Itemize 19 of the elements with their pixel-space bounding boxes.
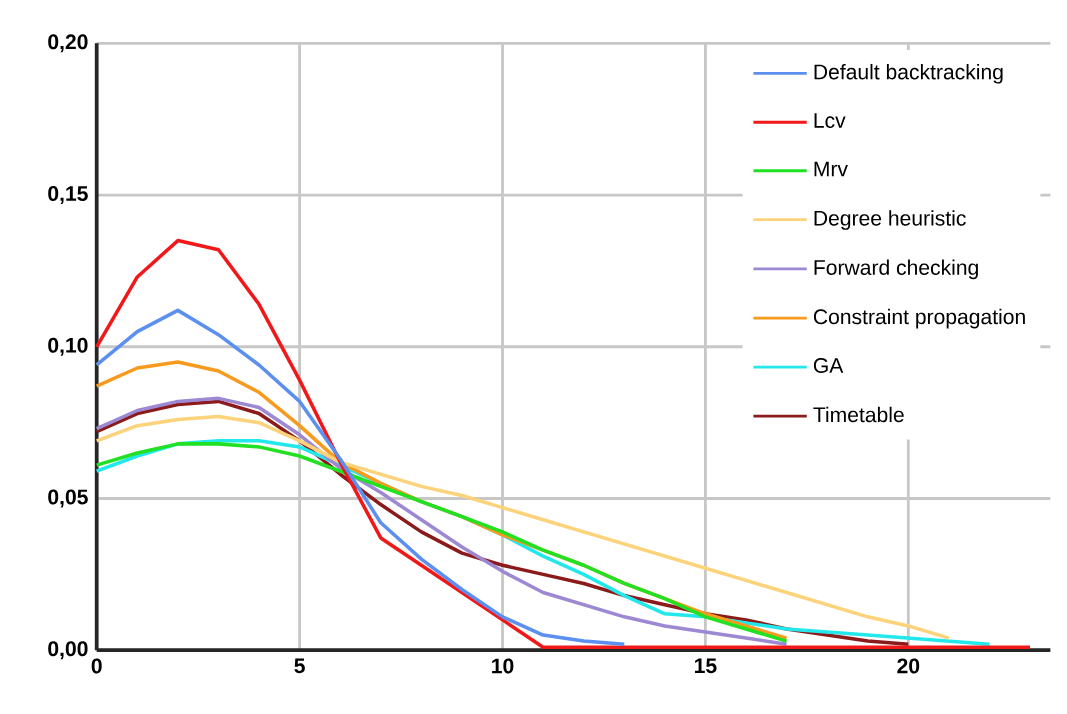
y-tick-label: 0,20	[48, 34, 88, 53]
legend-label: Constraint propagation	[813, 308, 1025, 329]
y-tick-label: 0,05	[48, 489, 88, 508]
legend-label: Mrv	[814, 161, 848, 177]
legend-label: Lcv	[814, 113, 846, 129]
y-tick-label: 0,10	[48, 337, 88, 356]
y-tick-label: 0,00	[48, 641, 88, 660]
y-tick-label: 0,15	[48, 186, 88, 205]
legend-label: Degree heuristic	[814, 210, 966, 231]
line-series	[94, 308, 627, 647]
legend-label: Timetable	[813, 406, 904, 423]
x-tick-label: 0	[91, 658, 102, 674]
x-tick-label: 5	[294, 658, 305, 674]
legend-label: Default backtracking	[814, 64, 1003, 84]
x-tick-label: 15	[695, 658, 717, 674]
x-tick-label: 20	[897, 658, 920, 674]
legend-label: Forward checking	[814, 259, 978, 280]
x-tick-label: 10	[492, 658, 514, 674]
legend-label: GA	[813, 358, 844, 374]
